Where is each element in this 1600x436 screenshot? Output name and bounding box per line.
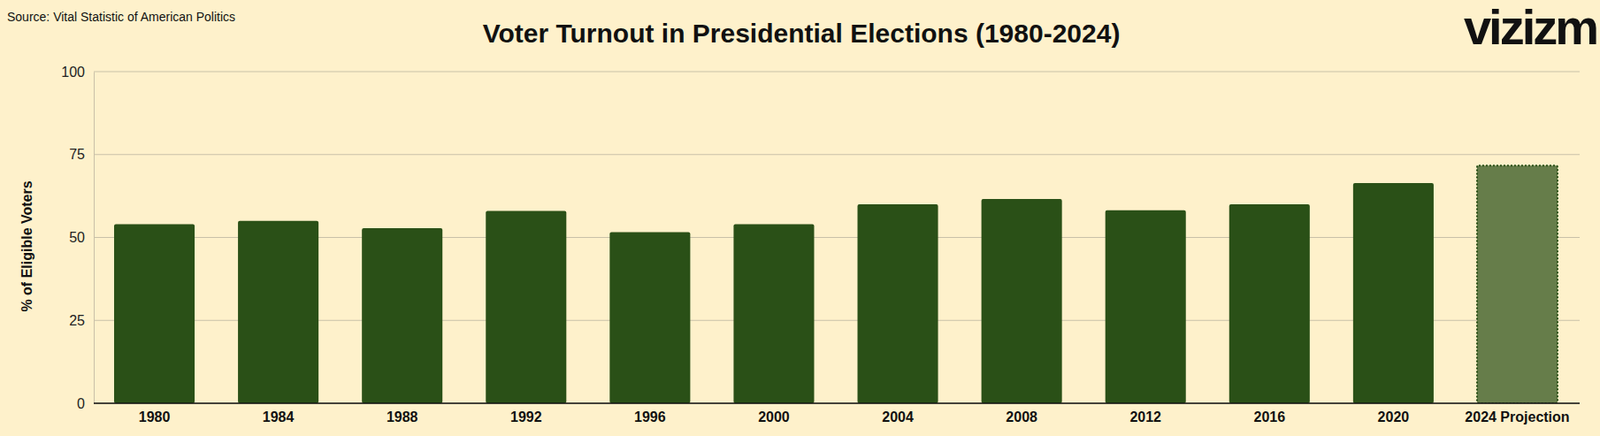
- logo: vizizm: [1463, 0, 1597, 55]
- x-tick: 2008: [1005, 403, 1038, 425]
- x-axis: 1980 1984 1988 1992 1996 2000 2004 2008 2012 2016…: [93, 403, 1580, 425]
- x-tick-label: 1988: [386, 409, 419, 425]
- grid: [93, 71, 1580, 404]
- x-tick-label: 2024 Projection: [1464, 409, 1570, 425]
- x-tick: 1992: [510, 403, 543, 425]
- x-tick: 2020: [1377, 403, 1410, 425]
- x-tick-label: 2020: [1377, 409, 1410, 425]
- x-tick-label: 2016: [1254, 409, 1287, 425]
- x-axis-line: [93, 402, 1580, 405]
- bar: [361, 228, 443, 404]
- bar: [857, 204, 939, 404]
- y-tick-label: 75: [68, 146, 85, 162]
- bar: [237, 221, 319, 404]
- x-tick-label: 1996: [634, 409, 667, 425]
- y-tick: 75: [68, 146, 94, 162]
- grid-line: [93, 71, 1580, 73]
- x-tick: 2004: [881, 403, 914, 425]
- x-tick: 2024 Projection: [1464, 403, 1570, 425]
- chart: 0 25 50 75 100 1980 1984 1988 1992 1996 2000 2004 20…: [0, 0, 1600, 436]
- y-tick-label: 0: [76, 396, 85, 412]
- y-tick: 0: [76, 396, 94, 412]
- title: Voter Turnout in Presidential Elections …: [482, 18, 1121, 48]
- bar: [733, 224, 814, 405]
- y-tick: 100: [61, 64, 94, 80]
- x-tick-label: 2008: [1005, 409, 1038, 425]
- bar: [981, 199, 1063, 404]
- y-tick-label: 100: [61, 64, 85, 80]
- x-tick: 1980: [138, 403, 171, 425]
- grid-line: [93, 153, 1580, 155]
- x-tick-label: 2004: [881, 409, 914, 425]
- y-tick: 50: [68, 229, 94, 245]
- y-axis-title: % of Eligible Voters: [19, 180, 35, 312]
- y-axis: 0 25 50 75 100: [61, 64, 94, 412]
- y-tick-label: 25: [68, 313, 85, 329]
- x-tick: 1996: [634, 403, 667, 425]
- bars: [114, 165, 1558, 404]
- x-tick-label: 1992: [510, 409, 543, 425]
- bar: [1353, 183, 1434, 404]
- x-tick: 2000: [757, 403, 790, 425]
- y-tick-label: 50: [68, 229, 85, 245]
- x-tick-label: 1980: [138, 409, 171, 425]
- bar: [609, 232, 690, 405]
- x-tick: 1988: [386, 403, 419, 425]
- bar: [1105, 210, 1187, 404]
- bar: [114, 224, 195, 405]
- bar: [485, 211, 567, 405]
- x-tick-label: 2012: [1129, 409, 1162, 425]
- x-tick-label: 1984: [262, 409, 295, 425]
- source: Source: Vital Statistic of American Poli…: [7, 9, 236, 24]
- x-tick-label: 2000: [757, 409, 790, 425]
- y-tick: 25: [68, 313, 94, 329]
- background: [0, 0, 1600, 436]
- grid-line: [93, 403, 1580, 405]
- y-axis-line: [93, 72, 95, 405]
- bar: [1229, 204, 1310, 404]
- bar: [1477, 165, 1558, 404]
- x-tick: 1984: [262, 403, 295, 425]
- x-tick: 2012: [1129, 403, 1162, 425]
- x-tick: 2016: [1254, 403, 1287, 425]
